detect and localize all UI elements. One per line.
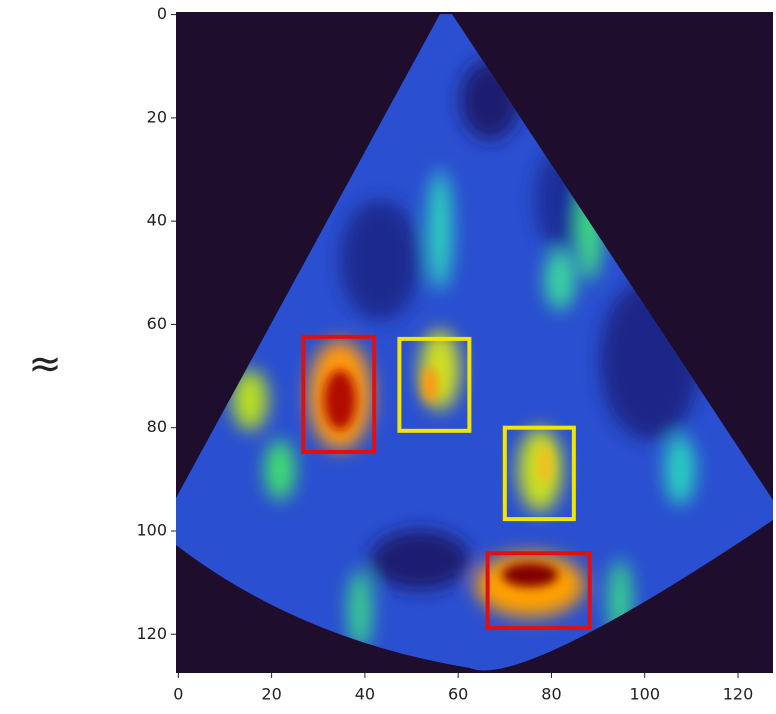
y-tick-label: 40 bbox=[147, 211, 167, 230]
y-tick-label: 0 bbox=[157, 4, 167, 23]
x-tick-label: 120 bbox=[723, 685, 754, 704]
chart: ≈ bbox=[0, 0, 776, 714]
side-label: ≈ bbox=[28, 341, 62, 387]
y-tick-label: 80 bbox=[147, 417, 167, 436]
x-tick-label: 100 bbox=[629, 685, 660, 704]
y-tick-label: 60 bbox=[147, 314, 167, 333]
y-tick-label: 20 bbox=[147, 107, 167, 126]
x-tick-label: 80 bbox=[541, 685, 561, 704]
x-tick-label: 20 bbox=[261, 685, 281, 704]
x-tick-label: 40 bbox=[355, 685, 375, 704]
x-tick-label: 60 bbox=[448, 685, 468, 704]
y-tick-label: 120 bbox=[136, 624, 167, 643]
x-tick-label: 0 bbox=[173, 685, 183, 704]
heatmap-image bbox=[176, 12, 773, 673]
y-tick-label: 100 bbox=[136, 520, 167, 539]
